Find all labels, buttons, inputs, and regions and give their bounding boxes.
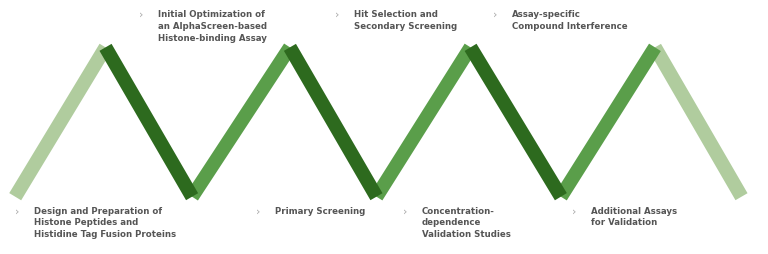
Text: ›: ›	[256, 207, 260, 217]
Polygon shape	[284, 44, 382, 200]
Text: ›: ›	[335, 10, 339, 20]
Text: Primary Screening: Primary Screening	[275, 207, 365, 216]
Text: Hit Selection and
Secondary Screening: Hit Selection and Secondary Screening	[354, 10, 457, 31]
Text: ›: ›	[402, 207, 407, 217]
Polygon shape	[465, 44, 567, 200]
Text: ›: ›	[493, 10, 498, 20]
Polygon shape	[100, 44, 198, 200]
Polygon shape	[9, 44, 111, 200]
Polygon shape	[555, 44, 660, 200]
Text: ›: ›	[15, 207, 19, 217]
Polygon shape	[371, 44, 476, 200]
Text: Concentration-
dependence
Validation Studies: Concentration- dependence Validation Stu…	[422, 207, 511, 239]
Text: ›: ›	[572, 207, 577, 217]
Text: Additional Assays
for Validation: Additional Assays for Validation	[591, 207, 677, 227]
Polygon shape	[187, 43, 296, 200]
Polygon shape	[649, 44, 747, 200]
Text: ›: ›	[140, 10, 144, 20]
Text: Assay-specific
Compound Interference: Assay-specific Compound Interference	[512, 10, 627, 31]
Text: Initial Optimization of
an AlphaScreen-based
Histone-binding Assay: Initial Optimization of an AlphaScreen-b…	[158, 10, 267, 43]
Text: Design and Preparation of
Histone Peptides and
Histidine Tag Fusion Proteins: Design and Preparation of Histone Peptid…	[34, 207, 176, 239]
